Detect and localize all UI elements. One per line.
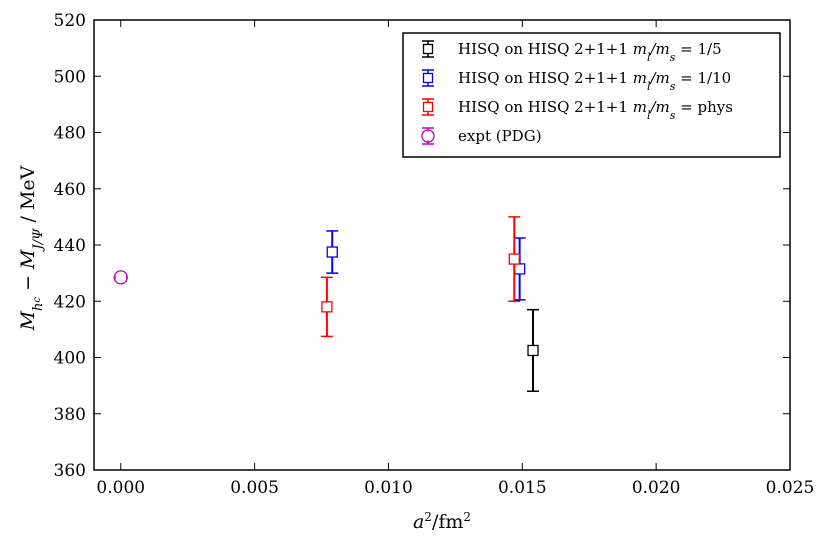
x-tick-label: 0.010: [364, 478, 413, 498]
marker-bg: [509, 254, 520, 265]
y-tick-label: 400: [54, 349, 86, 369]
data-point: [321, 301, 333, 313]
legend-marker: [422, 43, 434, 55]
y-tick-label: 480: [54, 124, 86, 144]
legend-marker-bg: [423, 102, 433, 112]
y-tick-label: 500: [54, 67, 86, 87]
x-tick-label: 0.025: [766, 478, 815, 498]
axis-ticks: 0.000 0.005 0.010 0.015 0.020 0.025 360 380 400 4…: [54, 11, 815, 498]
legend-label: expt (PDG): [458, 127, 542, 145]
legend-label: HISQ on HISQ 2+1+1 ml/ms = 1/5: [458, 40, 722, 64]
y-tick-label: 520: [54, 11, 86, 31]
legend-marker: [422, 101, 434, 113]
legend-marker-bg: [423, 73, 433, 83]
legend-marker: [421, 129, 435, 143]
legend-label: HISQ on HISQ 2+1+1 ml/ms = 1/10: [458, 69, 731, 93]
x-tick-label: 0.015: [498, 478, 547, 498]
legend-marker-bg: [423, 44, 433, 54]
y-tick-label: 460: [54, 180, 86, 200]
legend-box: [402, 32, 781, 158]
data-point: [113, 270, 128, 285]
y-tick-label: 440: [54, 236, 86, 256]
y-tick-label: 380: [54, 405, 86, 425]
legend: HISQ on HISQ 2+1+1 ml/ms = 1/5 HISQ on HI…: [402, 32, 781, 158]
x-axis-label: a2/fm2: [413, 510, 471, 533]
x-tick-label: 0.000: [96, 478, 145, 498]
marker-bg: [321, 301, 332, 312]
marker-bg: [514, 263, 525, 274]
y-axis-label: Mhc − MJ/Ψ / MeV: [17, 165, 46, 331]
y-tick-label: 420: [54, 292, 86, 312]
data-point: [527, 344, 539, 357]
data-marks: [113, 216, 540, 392]
data-point: [326, 246, 338, 258]
y-tick-label: 360: [54, 461, 86, 481]
marker-bg: [115, 272, 126, 283]
marker-bg: [327, 247, 338, 258]
legend-marker: [422, 72, 434, 84]
legend-label: HISQ on HISQ 2+1+1 ml/ms = phys: [458, 98, 733, 122]
data-point: [508, 253, 520, 265]
legend-marker-bg: [423, 131, 433, 141]
x-tick-label: 0.020: [632, 478, 681, 498]
x-tick-label: 0.005: [230, 478, 279, 498]
marker-bg: [528, 345, 539, 356]
